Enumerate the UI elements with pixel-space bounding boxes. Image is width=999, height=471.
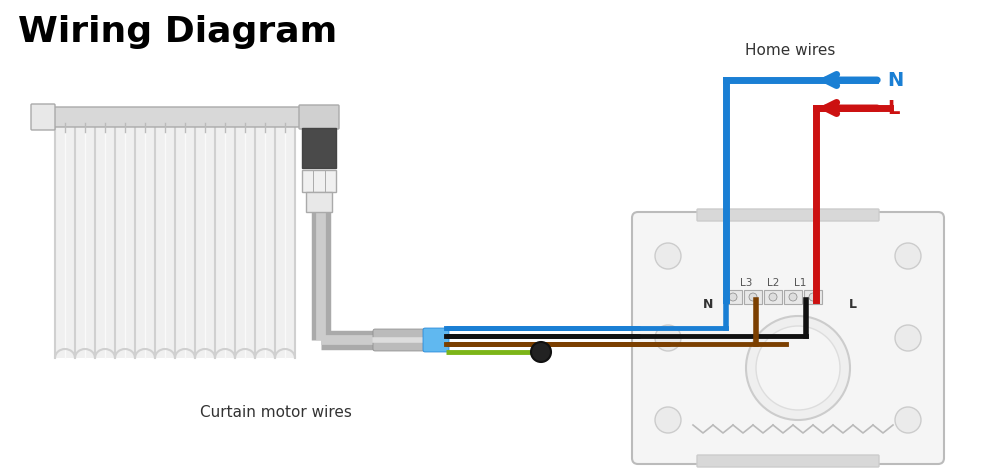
- Bar: [155, 126, 175, 358]
- FancyBboxPatch shape: [423, 328, 449, 352]
- Bar: [302, 128, 336, 168]
- Bar: [135, 126, 155, 358]
- Bar: [215, 126, 235, 358]
- Text: L2: L2: [767, 278, 779, 288]
- Text: N: N: [887, 71, 903, 89]
- Bar: [175, 126, 195, 358]
- Bar: [784, 290, 802, 304]
- Text: L3: L3: [740, 278, 752, 288]
- Bar: [306, 192, 332, 212]
- Text: L: L: [849, 299, 857, 311]
- Circle shape: [655, 407, 681, 433]
- Text: Home wires: Home wires: [745, 43, 835, 58]
- Bar: [115, 126, 135, 358]
- FancyBboxPatch shape: [697, 209, 879, 221]
- Circle shape: [749, 293, 757, 301]
- Bar: [302, 170, 336, 192]
- Text: Curtain motor wires: Curtain motor wires: [200, 405, 352, 420]
- Circle shape: [895, 325, 921, 351]
- Bar: [195, 126, 215, 358]
- Circle shape: [789, 293, 797, 301]
- Text: L1: L1: [794, 278, 806, 288]
- Circle shape: [746, 316, 850, 420]
- Text: L: L: [887, 98, 899, 117]
- Bar: [764, 290, 782, 304]
- Bar: [744, 290, 762, 304]
- Circle shape: [895, 407, 921, 433]
- Bar: [255, 126, 275, 358]
- Bar: [95, 126, 115, 358]
- Circle shape: [655, 325, 681, 351]
- Circle shape: [531, 342, 551, 362]
- FancyBboxPatch shape: [632, 212, 944, 464]
- Bar: [235, 126, 255, 358]
- Bar: [275, 126, 295, 358]
- Circle shape: [769, 293, 777, 301]
- Circle shape: [729, 293, 737, 301]
- Circle shape: [655, 243, 681, 269]
- FancyBboxPatch shape: [299, 105, 339, 129]
- Text: N: N: [703, 299, 713, 311]
- FancyBboxPatch shape: [49, 107, 301, 127]
- Bar: [55, 126, 75, 358]
- Circle shape: [809, 293, 817, 301]
- Bar: [724, 290, 742, 304]
- FancyBboxPatch shape: [373, 329, 437, 351]
- Bar: [75, 126, 95, 358]
- FancyBboxPatch shape: [31, 104, 55, 130]
- FancyBboxPatch shape: [697, 455, 879, 467]
- Bar: [804, 290, 822, 304]
- Circle shape: [895, 243, 921, 269]
- Circle shape: [756, 326, 840, 410]
- Text: Wiring Diagram: Wiring Diagram: [18, 15, 338, 49]
